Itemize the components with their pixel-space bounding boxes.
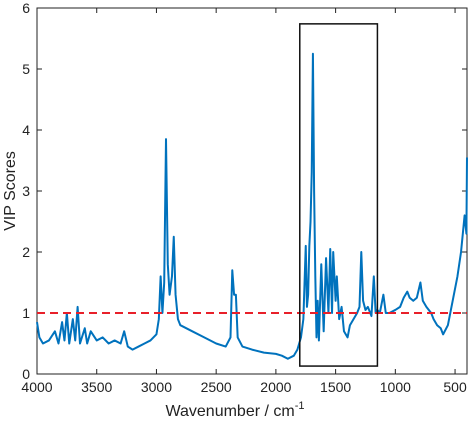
x-tick-label: 1500 (320, 379, 351, 395)
x-tick-label: 3000 (141, 379, 172, 395)
y-tick-label: 4 (22, 122, 30, 138)
y-tick-label: 5 (22, 61, 30, 77)
x-tick-label: 500 (443, 379, 467, 395)
y-tick-label: 6 (22, 0, 30, 16)
x-tick-label: 2000 (260, 379, 291, 395)
x-tick-label: 1000 (380, 379, 411, 395)
y-tick-label: 1 (22, 305, 30, 321)
x-axis-label: Wavenumber / cm-1 (166, 400, 305, 420)
x-axis-label-sup: -1 (295, 400, 305, 412)
y-tick-label: 3 (22, 183, 30, 199)
x-tick-label: 3500 (81, 379, 112, 395)
plot-area (36, 7, 468, 375)
x-tick-label: 2500 (201, 379, 232, 395)
x-tick-label: 4000 (21, 379, 52, 395)
y-tick-label: 0 (22, 366, 30, 382)
series-line (36, 52, 468, 360)
highlight-box (299, 23, 379, 367)
y-tick-label: 2 (22, 244, 30, 260)
x-axis-label-main: Wavenumber / cm (166, 403, 295, 420)
y-axis-label: VIP Scores (2, 151, 19, 231)
